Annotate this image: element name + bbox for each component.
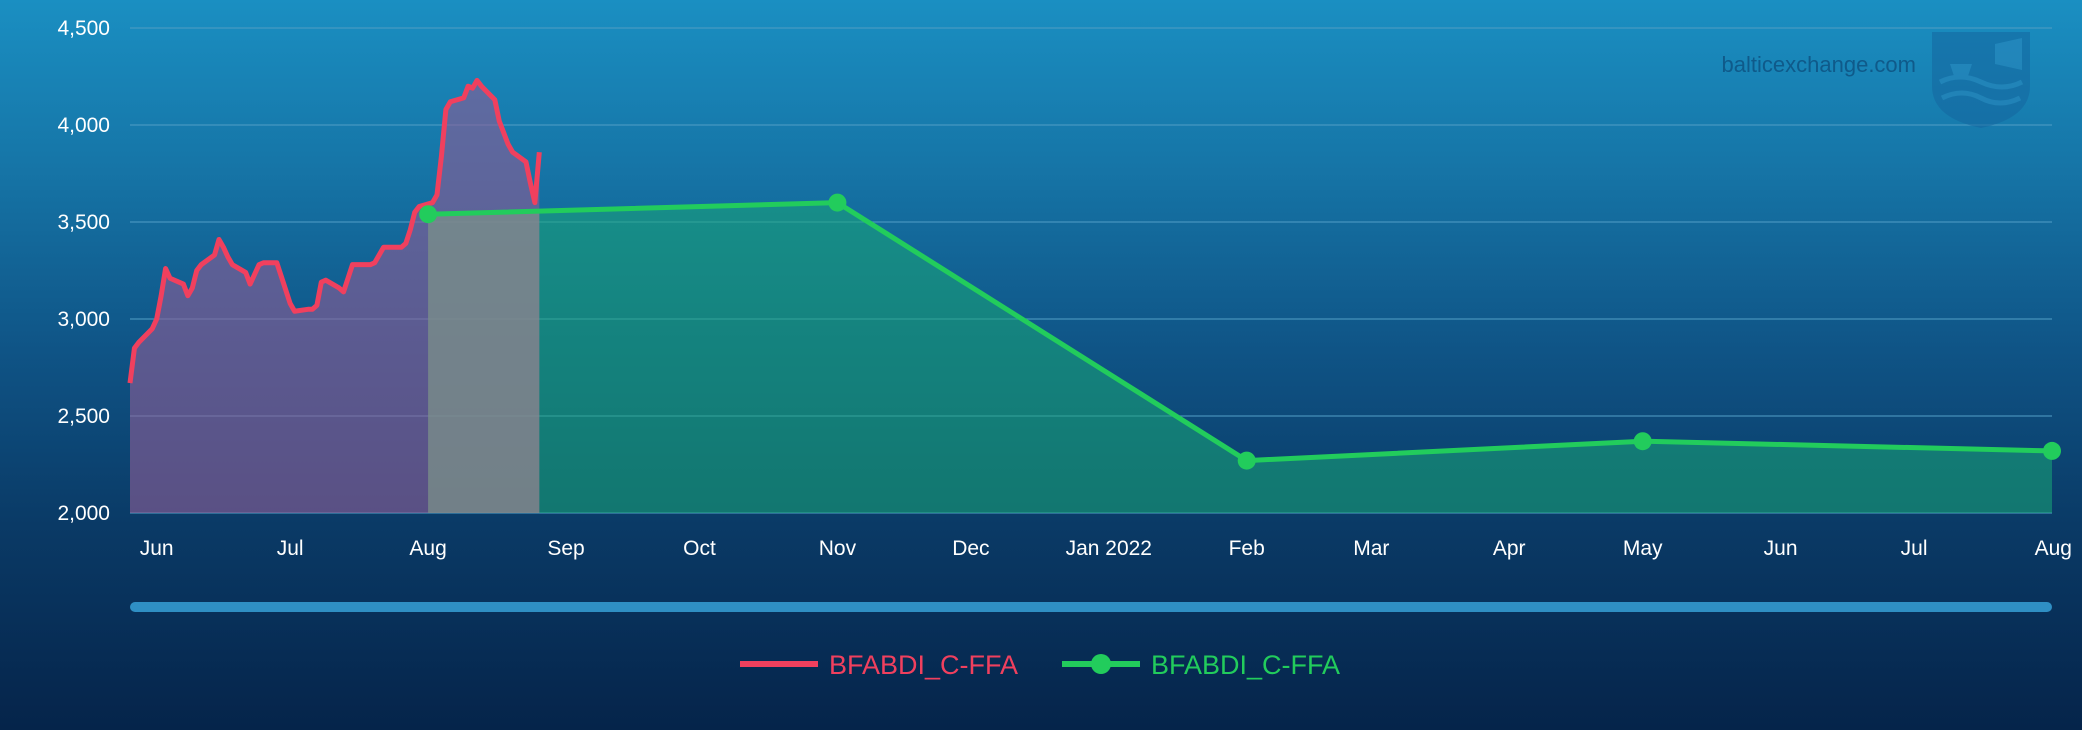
x-tick-label: Oct: [683, 537, 716, 560]
y-tick-label: 3,500: [57, 211, 110, 234]
series-areas: [130, 80, 2053, 514]
spot-area: [130, 80, 540, 513]
spot-line: [127, 77, 542, 384]
overlap-band: [428, 212, 540, 514]
baltic-exchange-shield-logo-icon: [1932, 32, 2030, 128]
y-tick-label: 4,000: [57, 114, 110, 137]
x-tick-label: Feb: [1229, 537, 1265, 560]
x-tick-label: Jun: [1764, 537, 1798, 560]
ffa-point: [828, 193, 847, 212]
ffa-area: [428, 202, 2053, 513]
x-tick-label: Sep: [547, 537, 584, 560]
x-tick-label: Jun: [140, 537, 174, 560]
x-tick-label: Apr: [1493, 537, 1526, 560]
x-tick-label: Nov: [819, 537, 857, 560]
legend-label: BFABDI_C-FFA: [1151, 650, 1340, 680]
ffa-point: [419, 205, 438, 224]
x-axis: Jun Jul Aug Sep Oct Nov Dec Jan 2022 Feb Mar Apr Ma…: [140, 537, 2072, 560]
legend-dot-icon: [1091, 654, 1111, 674]
x-tick-label: Aug: [2035, 537, 2072, 560]
y-axis: 2,000 2,500 3,000 3,500 4,000 4,500: [57, 17, 110, 525]
x-tick-label: May: [1623, 537, 1663, 560]
x-tick-label: Mar: [1353, 537, 1389, 560]
x-tick-label: Jul: [277, 537, 304, 560]
y-tick-label: 2,500: [57, 405, 110, 428]
legend-label: BFABDI_C-FFA: [829, 650, 1018, 680]
watermark-text: balticexchange.com: [1722, 52, 1916, 77]
watermark: balticexchange.com: [1722, 32, 2030, 128]
y-tick-label: 4,500: [57, 17, 110, 40]
x-tick-label: Aug: [409, 537, 446, 560]
scrollbar-track[interactable]: [130, 602, 2052, 612]
y-tick-label: 3,000: [57, 308, 110, 331]
scrollbar[interactable]: [130, 602, 2052, 612]
legend: BFABDI_C-FFA BFABDI_C-FFA: [740, 650, 1340, 680]
legend-item-spot[interactable]: BFABDI_C-FFA: [740, 650, 1018, 680]
ffa-point: [1237, 451, 1256, 470]
series-lines: [127, 77, 2061, 470]
x-tick-label: Jan 2022: [1066, 537, 1152, 560]
ffa-point: [2043, 441, 2061, 460]
y-tick-label: 2,000: [57, 502, 110, 525]
x-tick-label: Jul: [1901, 537, 1928, 560]
ffa-point: [1633, 432, 1652, 451]
x-tick-label: Dec: [952, 537, 989, 560]
legend-item-ffa[interactable]: BFABDI_C-FFA: [1062, 650, 1340, 680]
